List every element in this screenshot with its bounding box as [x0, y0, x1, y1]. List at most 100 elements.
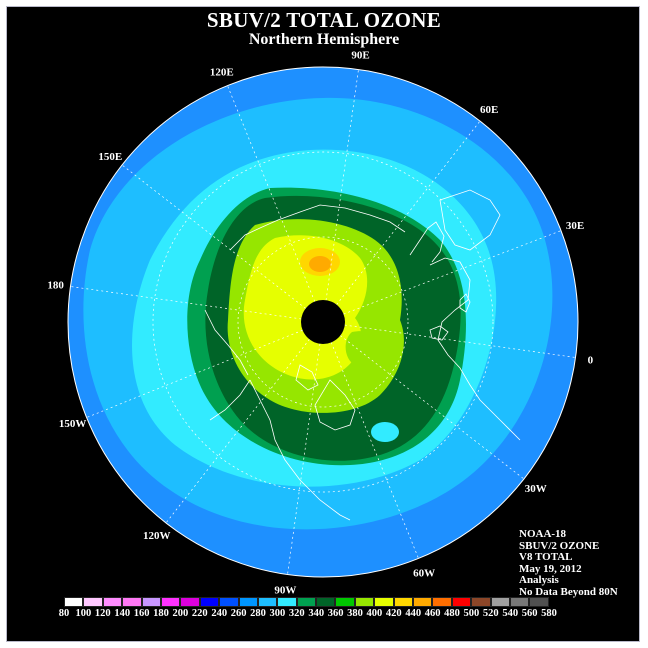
- colorbar: [64, 597, 549, 607]
- colorbar-label: 580: [541, 608, 557, 619]
- colorbar-swatch: [451, 597, 472, 607]
- coast-uk: [459, 293, 471, 313]
- lat-circle-60: [237, 236, 409, 408]
- colorbar-swatch: [141, 597, 161, 607]
- colorbar-label: 460: [424, 608, 441, 619]
- colorbar-swatch: [238, 597, 258, 607]
- longitude-label: 180: [47, 279, 64, 291]
- colorbar-label: 180: [153, 608, 169, 619]
- graticule: [152, 151, 494, 493]
- colorbar-swatch: [354, 597, 375, 607]
- info-product: SBUV/2 OZONE: [519, 539, 600, 552]
- info-satellite: NOAA-18: [519, 528, 567, 540]
- pole-no-data: [301, 300, 345, 344]
- longitude-label: 60E: [480, 104, 498, 116]
- meridian-line: [344, 324, 576, 358]
- colorbar-swatch: [122, 597, 142, 607]
- colorbar-label: 500: [463, 608, 480, 619]
- meridian-line: [340, 335, 525, 480]
- colorbar-label: 440: [405, 608, 422, 619]
- colorbar-label: 360: [327, 608, 344, 619]
- cell-orange: [309, 256, 331, 272]
- colorbar-label: 560: [521, 608, 538, 619]
- colorbar-swatch: [160, 597, 181, 607]
- colorbar-label: 540: [502, 608, 519, 619]
- meridian-line: [343, 230, 562, 315]
- meridian-line: [227, 85, 316, 302]
- colorbar-label: 120: [94, 608, 111, 619]
- coast-greenland: [439, 189, 501, 251]
- meridian-line: [86, 329, 303, 418]
- colorbar-swatch: [64, 597, 84, 607]
- colorbar-label: 380: [347, 608, 363, 619]
- page-title: SBUV/2 TOTAL OZONE: [206, 8, 442, 32]
- longitude-label: 60W: [413, 567, 435, 579]
- colorbar-swatch: [413, 597, 433, 607]
- meridians: [70, 69, 576, 575]
- meridian-line: [330, 342, 419, 559]
- colorbar-swatch: [257, 597, 278, 607]
- info-version: V8 TOTAL: [519, 551, 573, 563]
- longitude-label: 150W: [59, 418, 87, 430]
- coast-asia: [229, 204, 406, 251]
- colorbar-swatch: [316, 597, 336, 607]
- colorbar-swatch: [199, 597, 220, 607]
- info-type: Analysis: [519, 574, 559, 586]
- coast-iceland: [429, 325, 449, 341]
- meridian-line: [70, 286, 302, 320]
- colorbar-swatch: [83, 597, 103, 607]
- coast-baffin: [295, 364, 319, 391]
- colorbar-label: 140: [114, 608, 131, 619]
- band-yellow: [243, 235, 368, 380]
- coast-hudson: [314, 379, 356, 431]
- colorbar-swatch: [393, 597, 414, 607]
- colorbar-label: 480: [444, 608, 460, 619]
- meridian-line: [165, 339, 310, 524]
- coast-alaska: [204, 309, 249, 376]
- colorbar-swatch: [471, 597, 491, 607]
- longitude-label: 120E: [210, 67, 234, 79]
- meridian-line: [336, 120, 481, 305]
- meridian-line: [287, 343, 321, 575]
- colorbar-label: 340: [308, 608, 325, 619]
- colorbar-label: 420: [385, 608, 402, 619]
- colorbar-label: 300: [269, 608, 286, 619]
- colorbar-swatch: [490, 597, 510, 607]
- longitude-label: 30E: [566, 220, 584, 232]
- longitude-label: 30W: [525, 483, 547, 495]
- colorbar-label: 520: [482, 608, 499, 619]
- colorbar-swatch: [432, 597, 452, 607]
- cell-cyan-atlantic: [371, 422, 399, 442]
- coast-north-america: [209, 379, 351, 521]
- coast-europe: [429, 257, 521, 441]
- colorbar-swatch: [277, 597, 297, 607]
- info-block: NOAA-18 SBUV/2 OZONE V8 TOTAL May 19, 20…: [519, 528, 618, 598]
- colorbar-swatch: [335, 597, 355, 607]
- info-note: No Data Beyond 80N: [519, 585, 618, 598]
- longitude-labels: 90E 60E 30E 0 30W 60W 90W 120W 150W 180 150E 120E: [47, 50, 593, 597]
- colorbar-label: 200: [172, 608, 189, 619]
- colorbar-swatch: [529, 597, 549, 607]
- map-edge: [67, 66, 579, 578]
- colorbar-label: 220: [191, 608, 208, 619]
- colorbar-swatch: [509, 597, 530, 607]
- colorbar-labels: 80 100 120 140 160 180 200 220 240 260 280 300 320 34…: [0, 608, 648, 622]
- colorbar-label: 400: [366, 608, 383, 619]
- coast-scandinavia: [409, 221, 445, 263]
- colorbar-label: 240: [211, 608, 228, 619]
- colorbar-swatch: [180, 597, 200, 607]
- lat-circle-30: [152, 151, 494, 493]
- longitude-label: 150E: [98, 151, 122, 163]
- info-date: May 19, 2012: [519, 562, 582, 575]
- colorbar-swatch: [296, 597, 317, 607]
- cell-yellow-siberia: [345, 331, 392, 369]
- colorbar-swatch: [102, 597, 123, 607]
- colorbar-label: 80: [58, 608, 70, 619]
- meridian-line: [325, 69, 359, 301]
- colorbar-label: 280: [250, 608, 266, 619]
- longitude-label: 0: [588, 355, 594, 367]
- page-subtitle: Northern Hemisphere: [248, 31, 400, 48]
- longitude-label: 120W: [143, 530, 171, 542]
